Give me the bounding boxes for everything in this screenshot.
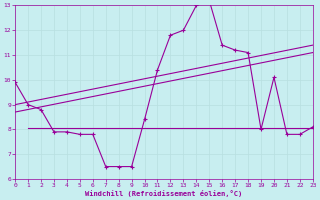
X-axis label: Windchill (Refroidissement éolien,°C): Windchill (Refroidissement éolien,°C) — [85, 190, 243, 197]
